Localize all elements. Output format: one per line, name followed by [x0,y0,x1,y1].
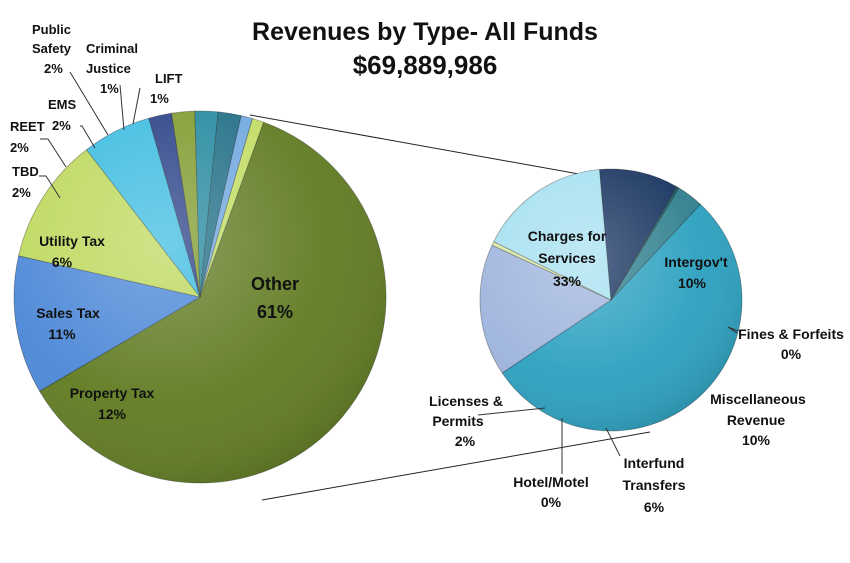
slice-label-sales-tax: Sales Tax [36,305,100,321]
connector-line-bottom [261,431,651,501]
slice-label-lift: LIFT [155,71,182,86]
slice-label-interfund-2: Transfers [622,477,685,493]
slice-label-misc-revenue-1: Miscellaneous [710,391,806,407]
slice-pct-charges-for-services: 33% [553,273,582,289]
slice-pct-misc-revenue: 10% [742,432,771,448]
slice-pct-hotel-motel: 0% [541,494,562,510]
slice-pct-fines-forfeits: 0% [781,346,802,362]
slice-label-utility-tax: Utility Tax [39,233,105,249]
slice-label-misc-revenue-2: Revenue [727,412,786,428]
slice-label-charges-for-services-1: Charges for [528,228,607,244]
slice-pct-licenses-permits: 2% [455,433,476,449]
slice-pct-other: 61% [257,302,293,322]
slice-label-hotel-motel: Hotel/Motel [513,474,588,490]
slice-label-tbd: TBD [12,164,39,179]
chart-subtitle: $69,889,986 [352,50,498,80]
slice-pct-public-safety: 2% [44,61,63,76]
slice-label-interfund-1: Interfund [624,455,685,471]
slice-label-reet: REET [10,119,45,134]
slice-pct-sales-tax: 11% [48,326,76,342]
slice-pct-tbd: 2% [12,185,31,200]
slice-pct-utility-tax: 6% [52,254,73,270]
slice-label-intergovt: Intergov't [664,254,728,270]
slice-pct-criminal-justice: 1% [100,81,119,96]
leader-lines [39,71,739,474]
slice-label-criminal-justice-1: Criminal [86,41,138,56]
slice-label-other: Other [251,274,299,294]
slice-pct-ems: 2% [52,118,71,133]
slice-pct-interfund: 6% [644,499,665,515]
breakout-pie [479,168,743,432]
slice-pct-lift: 1% [150,91,169,106]
slice-pct-intergovt: 10% [678,275,707,291]
slice-label-public-safety-1: Public [32,22,71,37]
slice-label-licenses-permits-2: Permits [432,413,484,429]
slice-pct-reet: 2% [10,140,29,155]
chart-title: Revenues by Type- All Funds [252,18,598,46]
slice-pct-property-tax: 12% [98,406,127,422]
main-pie [13,110,387,484]
slice-label-public-safety-2: Safety [32,41,72,56]
slice-label-property-tax: Property Tax [70,385,155,401]
slice-label-criminal-justice-2: Justice [86,61,131,76]
slice-label-charges-for-services-2: Services [538,250,596,266]
slice-label-fines-forfeits: Fines & Forfeits [738,326,844,342]
slice-label-licenses-permits-1: Licenses & [429,393,503,409]
slice-label-ems: EMS [48,97,77,112]
